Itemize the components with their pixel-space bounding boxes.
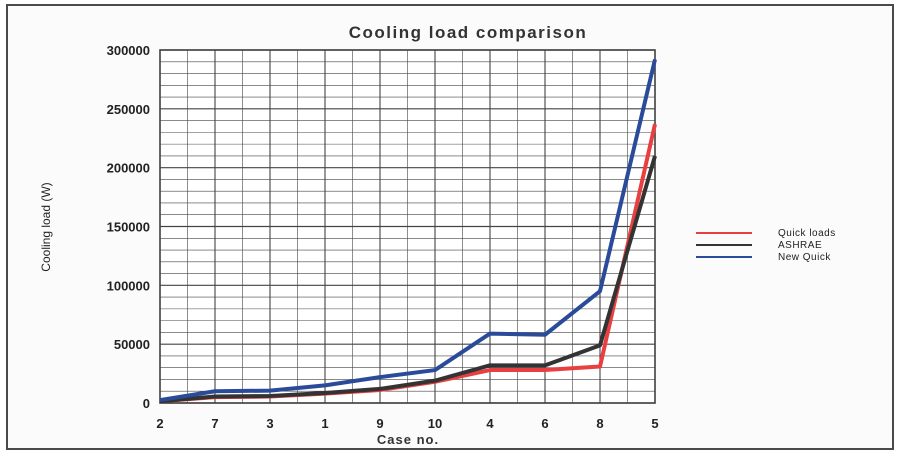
legend-label: New Quick: [778, 252, 831, 263]
legend-label: ASHRAE: [778, 240, 822, 251]
y-tick-label: 150000: [107, 220, 150, 235]
legend-label: Quick loads: [778, 228, 836, 239]
x-tick-label: 1: [321, 416, 328, 431]
x-tick-label: 8: [596, 416, 603, 431]
x-tick-label: 5: [651, 416, 658, 431]
y-tick-label: 0: [143, 396, 150, 411]
x-tick-label: 7: [211, 416, 218, 431]
y-axis-ticks: 0 50000 100000 150000 200000 250000 300000: [107, 43, 150, 411]
x-tick-label: 2: [156, 416, 163, 431]
x-axis-label: Case no.: [377, 432, 439, 447]
y-tick-label: 250000: [107, 102, 150, 117]
chart-title: Cooling load comparison: [349, 23, 588, 42]
x-tick-label: 10: [428, 416, 442, 431]
x-axis-ticks: 2 7 3 1 9 10 4 6 8 5: [156, 416, 658, 431]
x-tick-label: 9: [376, 416, 383, 431]
y-tick-label: 200000: [107, 161, 150, 176]
x-tick-label: 3: [266, 416, 273, 431]
plot-grid: [159, 49, 656, 404]
series-lines: [159, 58, 657, 404]
y-tick-label: 50000: [114, 337, 150, 352]
y-tick-label: 300000: [107, 43, 150, 58]
series-line-ashrae: [159, 155, 657, 404]
y-axis-label: Cooling load (W): [39, 182, 53, 271]
x-tick-label: 6: [541, 416, 548, 431]
series-line-new-quick: [159, 58, 657, 403]
y-tick-label: 100000: [107, 278, 150, 293]
x-tick-label: 4: [486, 416, 494, 431]
